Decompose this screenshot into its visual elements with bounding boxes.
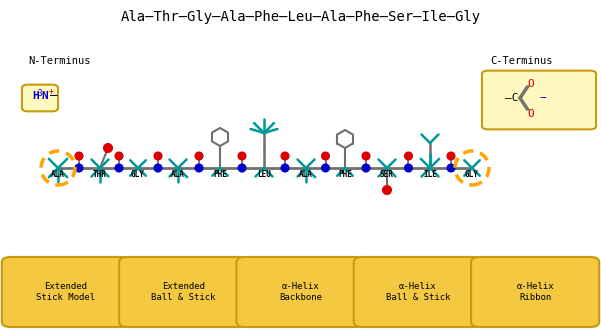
Ellipse shape — [195, 153, 203, 160]
Text: GLY: GLY — [465, 170, 479, 179]
FancyBboxPatch shape — [119, 257, 247, 327]
Text: −: − — [539, 93, 546, 103]
FancyBboxPatch shape — [236, 257, 365, 327]
Ellipse shape — [115, 165, 123, 171]
Ellipse shape — [281, 165, 288, 171]
Text: N: N — [41, 91, 47, 101]
Text: α-Helix
Backbone: α-Helix Backbone — [279, 282, 322, 302]
Ellipse shape — [154, 153, 162, 160]
Text: ALA: ALA — [171, 170, 185, 179]
Ellipse shape — [281, 153, 288, 160]
Text: 3: 3 — [37, 88, 41, 97]
Ellipse shape — [362, 153, 370, 160]
FancyBboxPatch shape — [471, 257, 599, 327]
Ellipse shape — [322, 165, 329, 171]
Text: C-Terminus: C-Terminus — [490, 56, 552, 66]
Ellipse shape — [405, 165, 412, 171]
Text: LEU: LEU — [257, 170, 271, 179]
Ellipse shape — [104, 144, 112, 152]
Text: H: H — [32, 91, 38, 101]
Ellipse shape — [154, 165, 162, 171]
Ellipse shape — [405, 153, 412, 160]
Ellipse shape — [195, 165, 203, 171]
Ellipse shape — [322, 153, 329, 160]
Text: GLY: GLY — [131, 170, 145, 179]
Ellipse shape — [76, 165, 82, 171]
Ellipse shape — [448, 165, 454, 171]
Text: —: — — [50, 89, 58, 102]
FancyBboxPatch shape — [354, 257, 482, 327]
Text: SER: SER — [380, 170, 394, 179]
FancyBboxPatch shape — [22, 85, 58, 111]
Ellipse shape — [115, 153, 123, 160]
Ellipse shape — [239, 153, 245, 160]
Ellipse shape — [239, 165, 245, 171]
Text: PHE: PHE — [338, 170, 352, 179]
FancyBboxPatch shape — [482, 71, 596, 129]
Text: ILE: ILE — [423, 170, 437, 179]
Ellipse shape — [383, 186, 391, 194]
Text: α-Helix
Ball & Stick: α-Helix Ball & Stick — [386, 282, 450, 302]
Text: Extended
Stick Model: Extended Stick Model — [36, 282, 96, 302]
FancyBboxPatch shape — [2, 257, 130, 327]
Ellipse shape — [448, 153, 454, 160]
Ellipse shape — [76, 153, 82, 160]
Text: α-Helix
Ribbon: α-Helix Ribbon — [516, 282, 554, 302]
Text: Extended
Ball & Stick: Extended Ball & Stick — [151, 282, 215, 302]
Text: ALA: ALA — [299, 170, 313, 179]
Text: Ala–Thr–Gly–Ala–Phe–Leu–Ala–Phe–Ser–Ile–Gly: Ala–Thr–Gly–Ala–Phe–Leu–Ala–Phe–Ser–Ile–… — [120, 10, 481, 24]
Text: PHE: PHE — [213, 170, 227, 179]
Text: THR: THR — [93, 170, 107, 179]
Ellipse shape — [362, 165, 370, 171]
Text: O: O — [527, 79, 534, 89]
Text: —C: —C — [505, 93, 519, 103]
Text: O: O — [527, 109, 534, 119]
Text: N-Terminus: N-Terminus — [28, 56, 91, 66]
Text: +: + — [49, 86, 54, 95]
Text: ALA: ALA — [51, 170, 65, 179]
